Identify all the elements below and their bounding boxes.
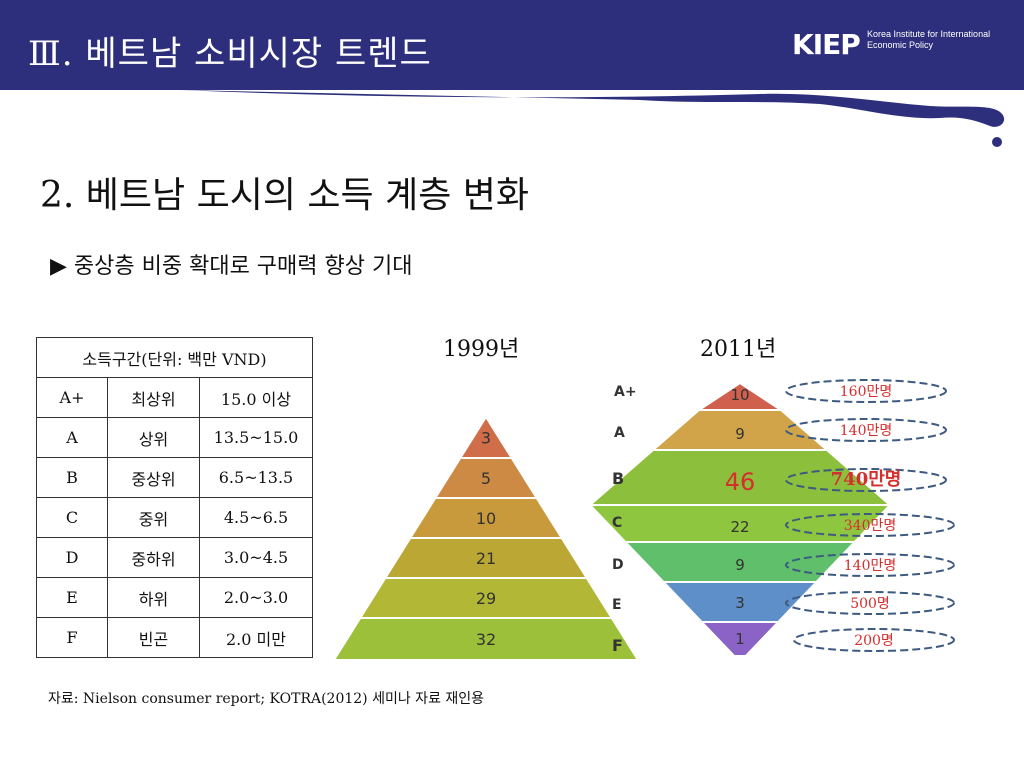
diamond-2011-value-label: 10 xyxy=(730,386,749,404)
diamond-2011-value-label: 9 xyxy=(735,425,745,443)
logo-mark: KIEP xyxy=(792,28,861,61)
pyramid-1999-value-label: 10 xyxy=(476,509,496,528)
annotation-oval xyxy=(785,513,955,537)
diamond-2011-value-label: 1 xyxy=(735,630,745,648)
bullet-text: ▶ 중상층 비중 확대로 구매력 향상 기대 xyxy=(50,254,413,279)
diamond-2011-value-label: 46 xyxy=(725,468,756,496)
table-cell: 하위 xyxy=(107,577,200,618)
category-letter-label: F xyxy=(612,636,623,655)
table-row: D 중하위 3.0~4.5 xyxy=(36,537,313,578)
category-letter-label: E xyxy=(612,597,622,613)
table-cell: 빈곤 xyxy=(107,617,200,658)
slide-title: Ⅲ. 베트남 소비시장 트렌드 xyxy=(28,34,432,74)
annotation-label: 140만명 xyxy=(840,423,892,439)
category-letter-label: A+ xyxy=(614,384,637,400)
table-cell: 상위 xyxy=(107,417,200,458)
table-cell: 4.5~6.5 xyxy=(199,497,313,538)
annotation-label: 160만명 xyxy=(840,384,892,400)
annotation-oval xyxy=(785,553,955,577)
pyramid-1999-value-label: 29 xyxy=(476,589,496,608)
table-cell: 2.0 미만 xyxy=(199,617,313,658)
annotation-label: 140만명 xyxy=(844,558,896,574)
annotation-oval xyxy=(785,468,947,492)
table-row: E 하위 2.0~3.0 xyxy=(36,577,313,618)
table-cell: 중하위 xyxy=(107,537,200,578)
table-header: 소득구간(단위: 백만 VND) xyxy=(36,337,313,378)
pyramid-1999-value-label: 3 xyxy=(481,429,491,448)
logo-text: Korea Institute for International Econom… xyxy=(867,29,990,51)
diamond-2011-value-label: 9 xyxy=(735,556,745,574)
year-2011-label: 2011년 xyxy=(700,337,777,362)
table-cell: C xyxy=(36,497,108,538)
table-cell: 중상위 xyxy=(107,457,200,498)
annotation-oval xyxy=(793,628,955,652)
logo-line-1: Korea Institute for International xyxy=(867,29,991,39)
pyramid-1999-value-label: 32 xyxy=(476,630,496,649)
table-cell: B xyxy=(36,457,108,498)
category-letter-label: B xyxy=(612,469,624,488)
annotation-oval xyxy=(785,379,947,403)
diamond-2011-layer xyxy=(699,621,781,657)
annotation-oval xyxy=(785,418,947,442)
pyramid-1999-value-label: 5 xyxy=(481,469,491,488)
income-table: 소득구간(단위: 백만 VND) A+ 최상위 15.0 이상 A 상위 13.… xyxy=(36,337,313,658)
table-row: B 중상위 6.5~13.5 xyxy=(36,457,313,498)
diamond-2011-value-label: 3 xyxy=(735,594,745,612)
pyramid-1999-layer xyxy=(332,617,640,661)
table-row: A 상위 13.5~15.0 xyxy=(36,417,313,458)
table-cell: A xyxy=(36,417,108,458)
ink-drip-decoration xyxy=(0,86,1024,147)
annotation-oval xyxy=(785,591,955,615)
source-note: 자료: Nielson consumer report; KOTRA(2012)… xyxy=(48,691,485,707)
category-letter-label: A xyxy=(614,425,625,441)
table-cell: 6.5~13.5 xyxy=(199,457,313,498)
table-row: A+ 최상위 15.0 이상 xyxy=(36,377,313,418)
section-title: 2. 베트남 도시의 소득 계층 변화 xyxy=(40,175,530,216)
header-bar: Ⅲ. 베트남 소비시장 트렌드 KIEP Korea Institute for… xyxy=(0,0,1024,90)
annotation-label: 200명 xyxy=(854,633,894,649)
pyramid-1999-value-label: 21 xyxy=(476,549,496,568)
table-cell: F xyxy=(36,617,108,658)
category-letter-label: C xyxy=(612,515,622,531)
table-cell: 2.0~3.0 xyxy=(199,577,313,618)
annotation-label: 340만명 xyxy=(844,518,896,534)
diamond-2011-value-label: 22 xyxy=(730,518,749,536)
category-letter-label: D xyxy=(612,557,624,573)
annotation-label: 740만명 xyxy=(831,469,902,490)
table-row: F 빈곤 2.0 미만 xyxy=(36,617,313,658)
logo-line-2: Economic Policy xyxy=(867,40,934,50)
table-header-row: 소득구간(단위: 백만 VND) xyxy=(36,337,313,378)
table-cell: 최상위 xyxy=(107,377,200,418)
table-cell: 13.5~15.0 xyxy=(199,417,313,458)
year-1999-label: 1999년 xyxy=(443,337,520,362)
kiep-logo: KIEP Korea Institute for International E… xyxy=(792,28,992,68)
annotation-label: 500명 xyxy=(850,596,890,612)
table-cell: 3.0~4.5 xyxy=(199,537,313,578)
table-cell: 15.0 이상 xyxy=(199,377,313,418)
